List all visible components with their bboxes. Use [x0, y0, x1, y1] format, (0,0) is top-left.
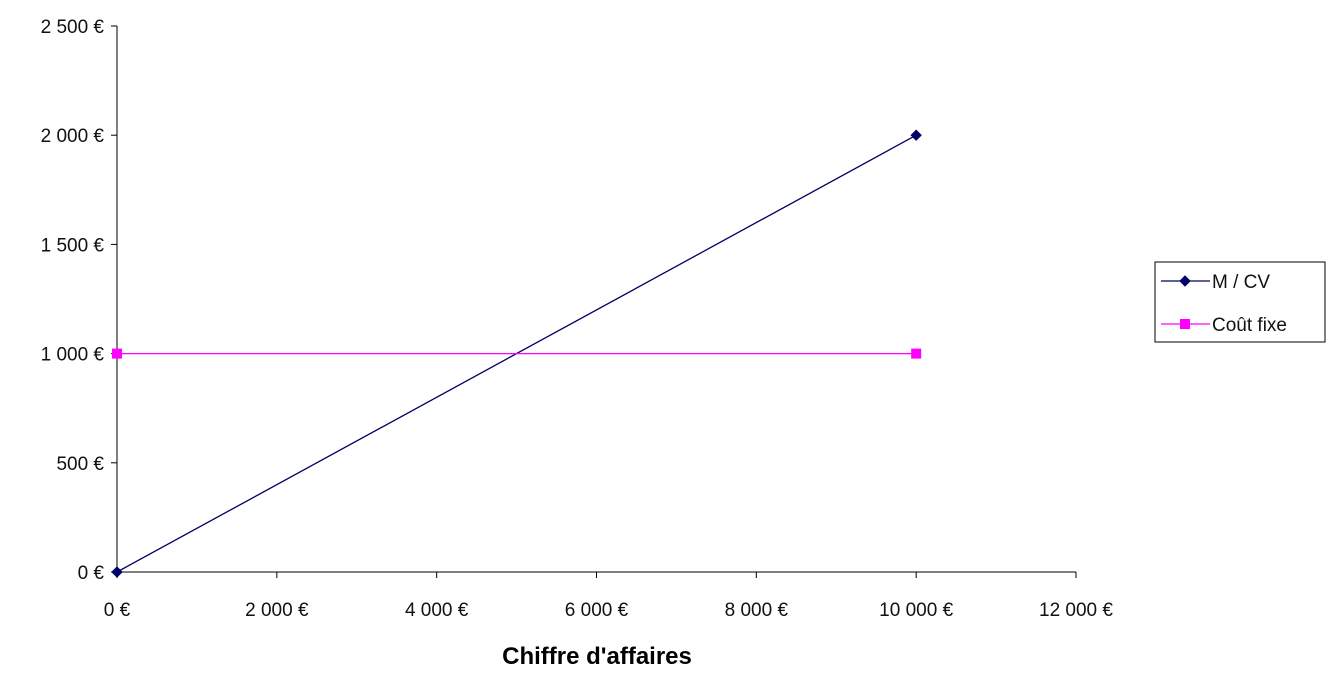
data-point-cout-fixe	[911, 348, 922, 359]
legend-label-m-cv: M / CV	[1212, 272, 1270, 293]
x-tick-label: 6 000 €	[565, 600, 629, 621]
legend-label-cout-fixe: Coût fixe	[1212, 315, 1287, 336]
x-tick-label: 4 000 €	[405, 600, 469, 621]
y-tick-label: 2 500 €	[41, 17, 105, 38]
x-tick-label: 2 000 €	[245, 600, 309, 621]
legend-marker-m-cv	[1179, 275, 1191, 287]
data-point-cout-fixe	[112, 348, 122, 359]
x-tick-label: 8 000 €	[725, 600, 789, 621]
data-point-m-cv	[910, 129, 922, 141]
data-point-m-cv	[111, 566, 123, 578]
y-tick-label: 1 000 €	[41, 345, 105, 366]
y-tick-label: 0 €	[78, 563, 105, 584]
x-tick-label: 0 €	[104, 600, 131, 621]
x-tick-label: 12 000 €	[1039, 600, 1113, 621]
x-tick-label: 10 000 €	[879, 600, 953, 621]
y-tick-label: 1 500 €	[41, 235, 105, 256]
y-tick-label: 2 000 €	[41, 126, 105, 147]
x-axis-label: Chiffre d'affaires	[502, 643, 692, 670]
legend: M / CV Coût fixe	[1154, 261, 1326, 343]
plot-area: 0 € 500 € 1 000 € 1 500 € 2 000 € 2 500 € 0 € 2…	[41, 17, 1114, 621]
y-tick-label: 500 €	[56, 454, 104, 475]
legend-marker-cout-fixe	[1180, 319, 1190, 329]
